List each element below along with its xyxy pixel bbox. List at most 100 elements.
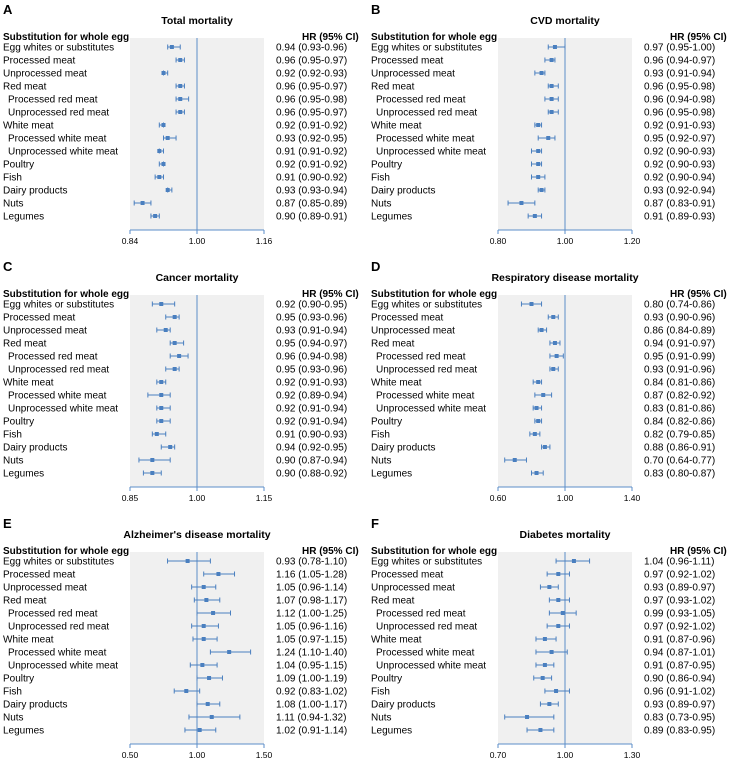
hr-ci-value: 0.83 (0.80-0.87): [644, 469, 715, 480]
hr-point: [538, 728, 543, 732]
panel-letter: F: [371, 516, 379, 531]
hr-ci-value: 0.80 (0.74-0.86): [644, 300, 715, 311]
row-label: Processed red meat: [8, 352, 98, 363]
hr-ci-value: 0.70 (0.64-0.77): [644, 456, 715, 467]
hr-ci-value: 0.90 (0.88-0.92): [276, 469, 347, 480]
hr-ci-value: 0.90 (0.87-0.94): [276, 456, 347, 467]
hr-point: [177, 354, 182, 358]
row-label: Unprocessed white meat: [376, 147, 486, 158]
hr-point: [157, 149, 162, 153]
hr-ci-value: 0.95 (0.94-0.97): [276, 339, 347, 350]
hr-point: [542, 663, 547, 667]
panel-title: Cancer mortality: [156, 272, 239, 284]
row-label: Unprocessed meat: [371, 326, 455, 337]
hr-point: [201, 624, 206, 628]
hr-ci-value: 0.96 (0.91-1.02): [644, 687, 715, 698]
hr-point: [551, 315, 556, 319]
x-tick-label: 0.60: [490, 493, 507, 503]
panel-letter: A: [3, 2, 13, 17]
hr-point: [571, 559, 576, 563]
hr-ci-value: 0.91 (0.87-0.95): [644, 661, 715, 672]
hr-point: [536, 149, 541, 153]
row-label: Processed meat: [3, 570, 75, 581]
hr-ci-value: 0.92 (0.91-0.92): [276, 160, 347, 171]
hr-point: [532, 432, 537, 436]
panel-d: D Respiratory disease mortality Substituti…: [371, 259, 727, 503]
column-header-substitution: Substitution for whole egg: [3, 32, 129, 43]
row-label: Poultry: [3, 417, 34, 428]
hr-point: [519, 201, 524, 205]
hr-ci-value: 1.05 (0.96-1.16): [276, 622, 347, 633]
panel-letter: C: [3, 259, 13, 274]
hr-point: [512, 458, 517, 462]
hr-point: [549, 110, 554, 114]
row-label: Red meat: [371, 596, 415, 607]
hr-point: [525, 715, 530, 719]
hr-ci-value: 0.94 (0.92-0.95): [276, 443, 347, 454]
row-label: Processed white meat: [376, 391, 475, 402]
hr-point: [205, 702, 210, 706]
hr-point: [540, 676, 545, 680]
hr-ci-value: 0.96 (0.94-0.97): [644, 56, 715, 67]
hr-point: [165, 136, 170, 140]
row-label: Unprocessed red meat: [8, 365, 109, 376]
hr-point: [552, 341, 557, 345]
hr-ci-value: 0.96 (0.94-0.98): [276, 352, 347, 363]
row-label: Fish: [3, 173, 22, 184]
row-label: Unprocessed red meat: [376, 622, 477, 633]
row-label: Unprocessed meat: [3, 326, 87, 337]
panel-f: F Diabetes mortality Substitution for whol…: [371, 516, 727, 760]
hr-ci-value: 0.91 (0.90-0.92): [276, 173, 347, 184]
row-label: Unprocessed white meat: [8, 661, 118, 672]
row-label: Red meat: [371, 82, 415, 93]
panel-title: Respiratory disease mortality: [491, 272, 638, 284]
hr-point: [159, 302, 164, 306]
row-label: Poultry: [371, 674, 402, 685]
row-label: Nuts: [3, 456, 24, 467]
hr-ci-value: 0.92 (0.91-0.93): [276, 378, 347, 389]
hr-point: [207, 676, 212, 680]
column-header-substitution: Substitution for whole egg: [371, 546, 497, 557]
row-label: Red meat: [3, 82, 47, 93]
row-label: Dairy products: [3, 700, 67, 711]
hr-ci-value: 0.94 (0.91-0.97): [644, 339, 715, 350]
row-label: Poultry: [371, 160, 402, 171]
row-label: Processed red meat: [376, 609, 466, 620]
hr-ci-value: 0.92 (0.91-0.94): [276, 417, 347, 428]
x-tick-label: 1.00: [557, 750, 574, 760]
hr-ci-value: 1.04 (0.95-1.15): [276, 661, 347, 672]
panel-letter: D: [371, 259, 380, 274]
hr-point: [159, 380, 164, 384]
row-label: Unprocessed red meat: [8, 622, 109, 633]
hr-point: [184, 689, 189, 693]
hr-ci-value: 1.12 (1.00-1.25): [276, 609, 347, 620]
row-label: Processed white meat: [8, 648, 107, 659]
hr-point: [168, 445, 173, 449]
hr-point: [536, 380, 541, 384]
hr-ci-value: 0.94 (0.87-1.01): [644, 648, 715, 659]
hr-ci-value: 0.92 (0.90-0.95): [276, 300, 347, 311]
hr-point: [201, 585, 206, 589]
hr-point: [211, 611, 216, 615]
row-label: Processed meat: [3, 313, 75, 324]
row-label: White meat: [3, 635, 54, 646]
hr-ci-value: 0.92 (0.83-1.02): [276, 687, 347, 698]
hr-ci-value: 0.96 (0.95-0.97): [276, 108, 347, 119]
column-header-hr: HR (95% CI): [670, 289, 727, 300]
panel-letter: E: [3, 516, 12, 531]
hr-point: [549, 97, 554, 101]
hr-point: [551, 367, 556, 371]
row-label: Processed red meat: [376, 352, 466, 363]
hr-point: [159, 419, 164, 423]
hr-ci-value: 0.87 (0.83-0.91): [644, 199, 715, 210]
row-label: Processed white meat: [376, 648, 475, 659]
hr-point: [165, 188, 170, 192]
hr-ci-value: 0.97 (0.92-1.02): [644, 570, 715, 581]
hr-point: [556, 624, 561, 628]
row-label: Processed meat: [371, 313, 443, 324]
hr-point: [547, 702, 552, 706]
column-header-hr: HR (95% CI): [670, 32, 727, 43]
hr-ci-value: 0.93 (0.92-0.94): [644, 186, 715, 197]
hr-point: [172, 315, 177, 319]
hr-ci-value: 0.92 (0.92-0.93): [276, 69, 347, 80]
